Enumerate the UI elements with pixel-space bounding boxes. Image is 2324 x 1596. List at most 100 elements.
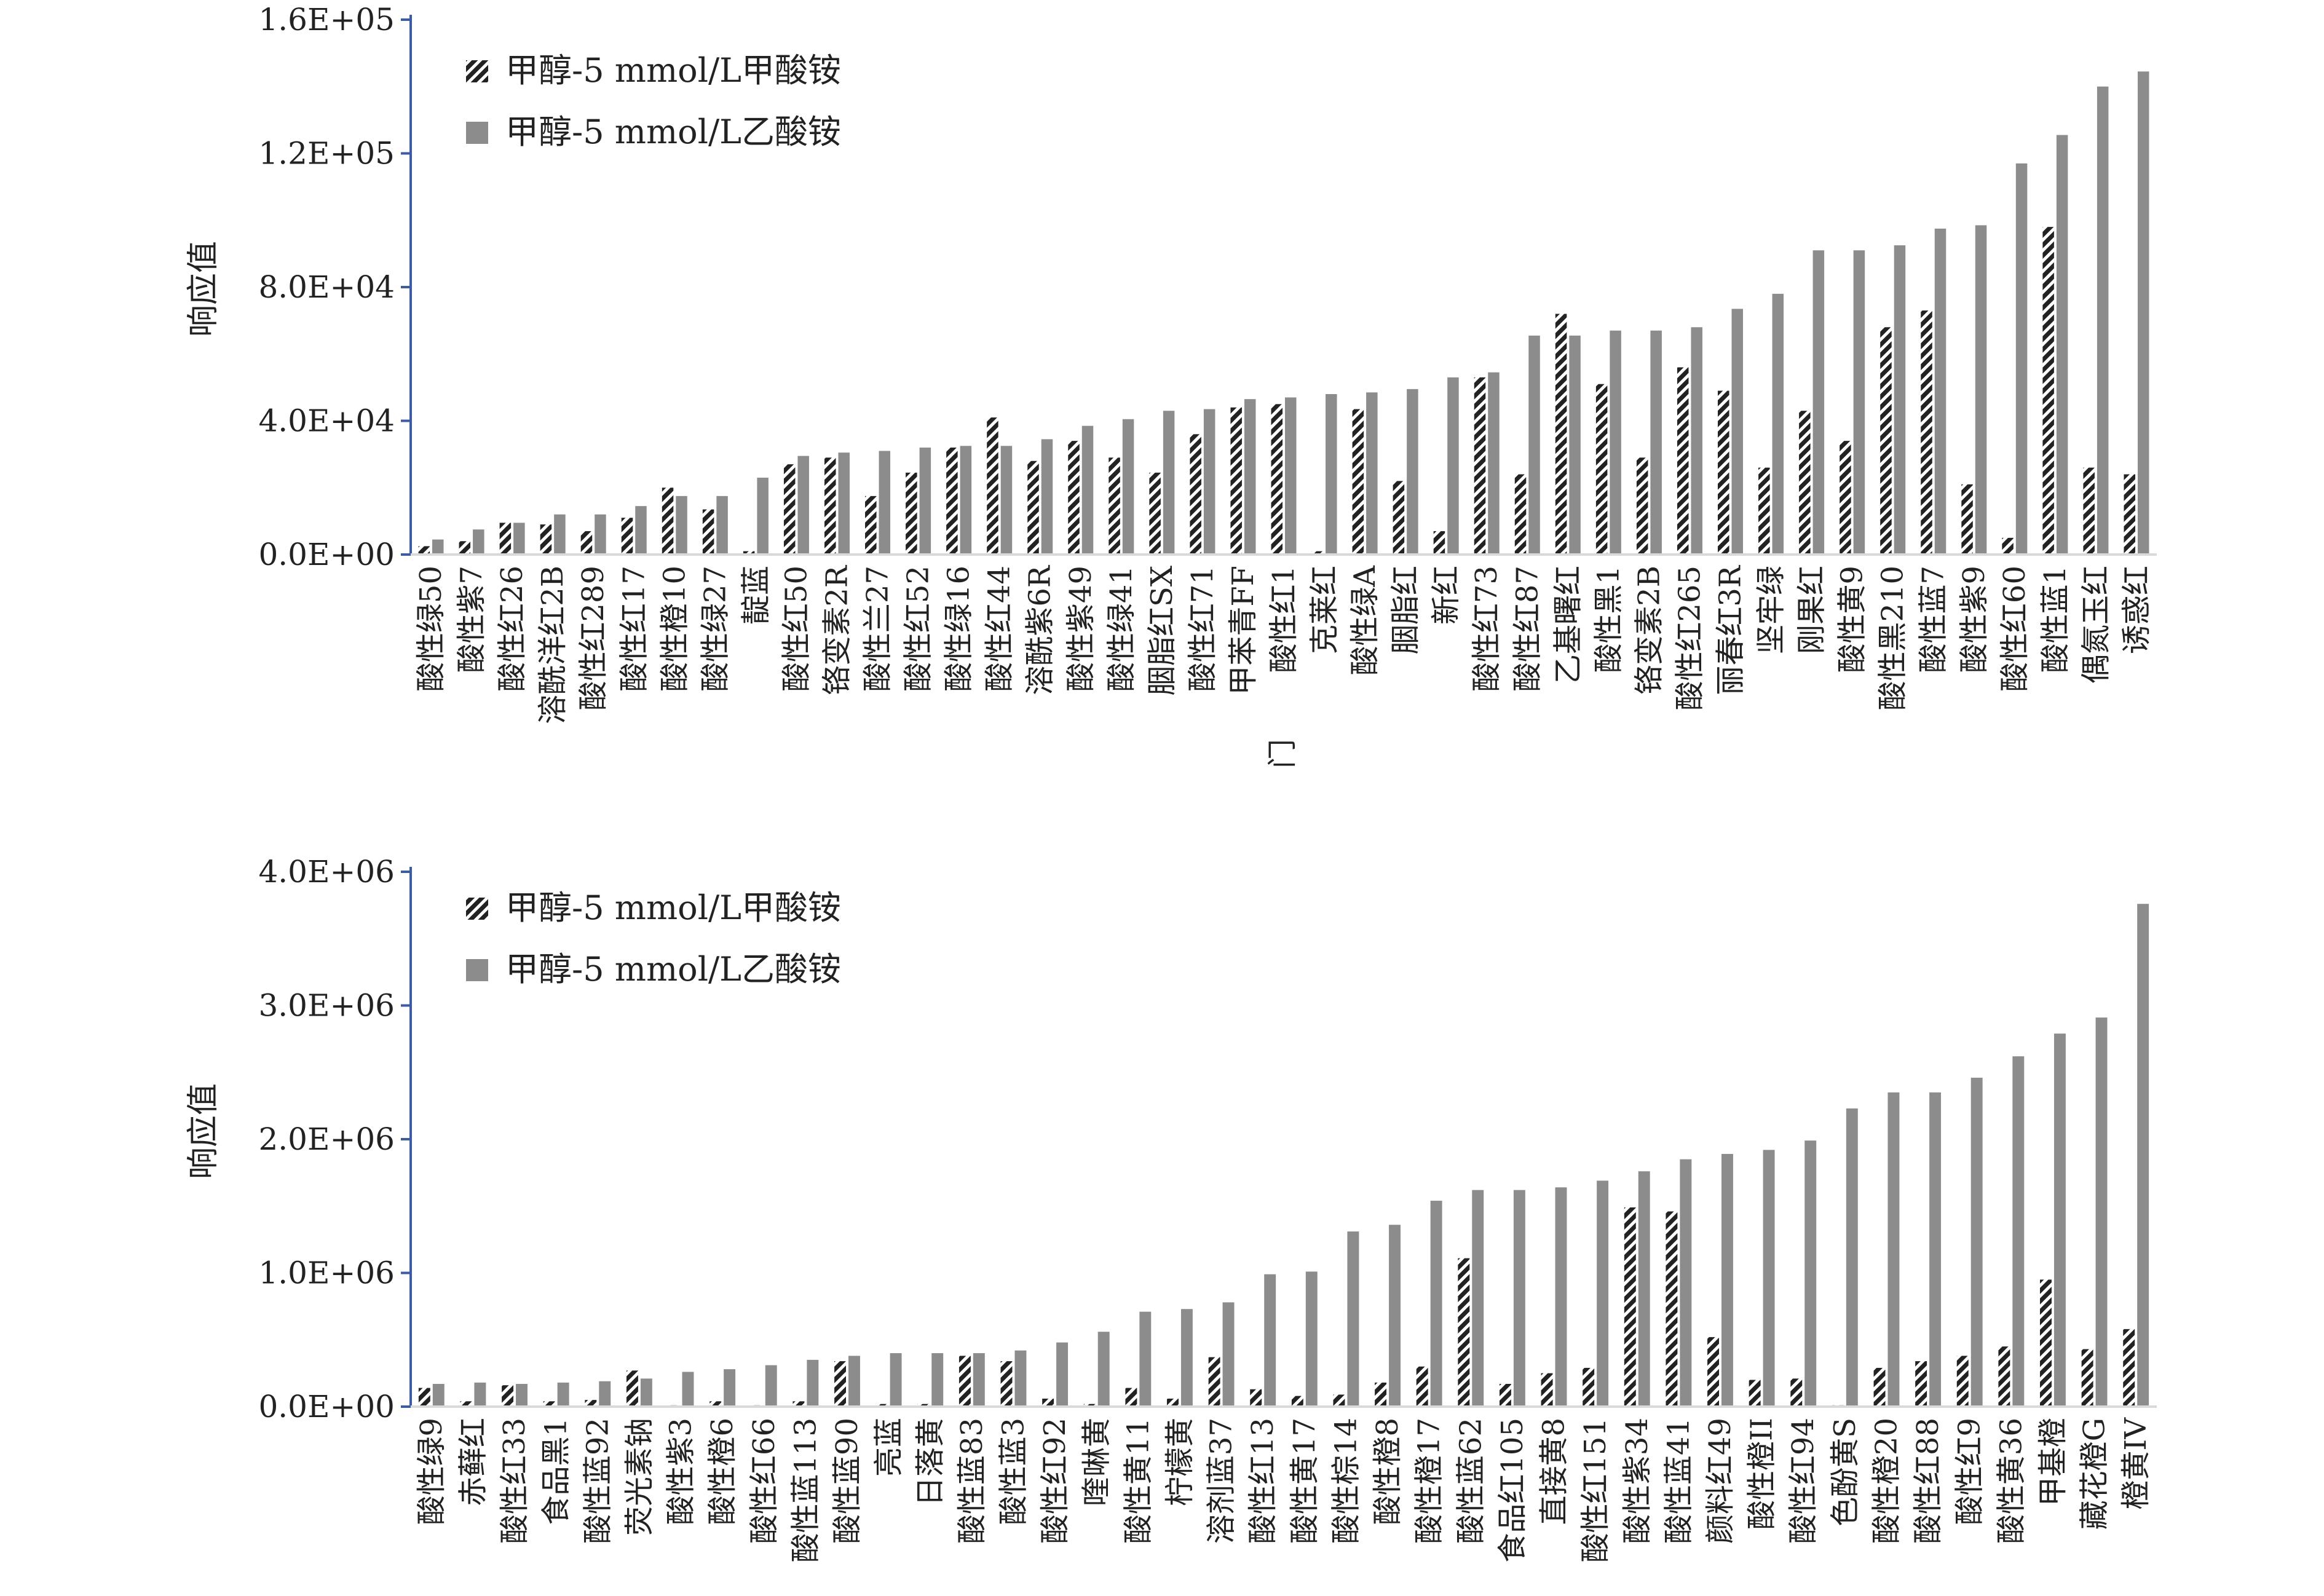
bar-acetate <box>1929 1092 1942 1407</box>
x-tick-label: 偶氮玉红 <box>2079 566 2113 684</box>
bar-acetate <box>432 1384 445 1407</box>
bar-formate <box>580 531 593 555</box>
bar-formate <box>2081 1349 2093 1407</box>
y-tick-label: 4.0E+06 <box>258 854 395 890</box>
bar-acetate <box>1305 1271 1318 1407</box>
bar-acetate <box>765 1365 777 1407</box>
bar-acetate <box>2015 163 2028 555</box>
bar-acetate <box>635 506 647 555</box>
bar-acetate <box>1163 411 1175 555</box>
x-tick-label: 酸性红71 <box>1185 566 1220 692</box>
bar-formate <box>418 546 430 555</box>
bar-acetate <box>1853 250 1865 555</box>
chart-bottom: 0.0E+00 1.0E+06 2.0E+06 3.0E+06 4.0E+06 酸性绿9… <box>185 854 2157 1563</box>
x-tick-label: 克莱红 <box>1307 566 1342 654</box>
legend: 甲醇-5 mmol/L甲酸铵 甲醇-5 mmol/L乙酸铵 <box>466 51 841 151</box>
bar-acetate <box>838 452 850 555</box>
bar-formate <box>946 448 958 555</box>
bar-acetate <box>848 1356 860 1407</box>
x-tick-label: 甲苯青FF <box>1226 566 1260 695</box>
bar-formate <box>2123 1329 2135 1407</box>
x-tick-label: 酸性红52 <box>901 566 936 692</box>
legend-label-acetate: 甲醇-5 mmol/L乙酸铵 <box>505 950 841 989</box>
bar-acetate <box>1488 372 1500 555</box>
bar-acetate <box>1772 293 1784 555</box>
bar-acetate <box>1691 327 1702 555</box>
bar-formate <box>917 1404 930 1407</box>
x-tick-label: 酸性红265 <box>1672 566 1707 711</box>
bar-formate <box>743 551 755 555</box>
bar-formate <box>1109 457 1120 555</box>
bar-acetate <box>676 496 687 555</box>
bar-formate <box>1149 472 1161 555</box>
bar-formate <box>1749 1380 1761 1407</box>
bar-acetate <box>724 1369 736 1407</box>
bar-formate <box>1375 1382 1387 1407</box>
x-tick-label: 酸性红44 <box>982 566 1017 692</box>
x-tick-label: 亮蓝 <box>872 1418 906 1477</box>
bar-acetate <box>2095 1017 2108 1407</box>
bar-formate <box>1666 1211 1678 1407</box>
bar-acetate <box>1513 1190 1525 1407</box>
bar-formate <box>2124 474 2135 555</box>
bar-acetate <box>1264 1274 1276 1407</box>
bar-acetate <box>1430 1201 1442 1407</box>
bar-formate <box>1998 1346 2010 1407</box>
y-axis: 0.0E+00 4.0E+04 8.0E+04 1.2E+05 1.6E+05 <box>258 2 412 572</box>
bar-acetate <box>1970 1077 1983 1407</box>
x-tick-label: 酸性橙6 <box>705 1418 740 1525</box>
x-tick-label: 甲基橙 <box>2036 1418 2070 1506</box>
y-axis-label: 响应值 <box>185 241 222 337</box>
x-tick-label: 颜料红49 <box>1703 1418 1737 1544</box>
bar-acetate <box>1244 399 1256 555</box>
x-tick-label: 铬变素2R <box>820 564 854 695</box>
bar-acetate <box>1014 1350 1027 1407</box>
bar-formate <box>709 1401 722 1407</box>
bar-formate <box>1961 484 1973 555</box>
bar-acetate <box>554 514 566 555</box>
bar-formate <box>1271 404 1283 555</box>
bar-acetate <box>2053 1033 2066 1407</box>
bar-formate <box>906 472 917 555</box>
chart-top: 0.0E+00 4.0E+04 8.0E+04 1.2E+05 1.6E+05 酸性绿5… <box>185 2 2157 768</box>
bar-acetate <box>513 523 525 555</box>
bar-formate <box>1393 481 1405 555</box>
x-tick-label: 酸性橙II <box>1745 1418 1779 1530</box>
bar-acetate <box>807 1359 819 1407</box>
bar-formate <box>1555 314 1567 555</box>
x-tick-label: 酸性黄36 <box>1994 1418 2028 1544</box>
x-tick-label: 酸性红88 <box>1911 1418 1945 1544</box>
bar-acetate <box>890 1353 902 1407</box>
bar-acetate <box>2137 71 2149 555</box>
x-tick-label: 刚果红 <box>1795 566 1829 654</box>
x-tick-label: 酸性绿16 <box>942 566 976 692</box>
bar-formate <box>783 464 796 555</box>
bar-formate <box>2002 537 2014 555</box>
x-tick-label: 酸性蓝83 <box>955 1418 989 1544</box>
bar-formate <box>1624 1207 1636 1407</box>
x-tick-label: 诱惑红 <box>2119 566 2154 654</box>
bar-acetate <box>1528 335 1540 555</box>
bar-acetate <box>1347 1231 1359 1407</box>
x-axis: 酸性绿9 赤藓红 酸性红33 食品黑1 酸性蓝92 荧光素钠 酸性紫3 酸性橙6 酸性红66 酸性… <box>411 1405 2157 1563</box>
x-tick-label: 荧光素钠 <box>622 1418 657 1536</box>
x-tick-label: 日落黄 <box>913 1418 947 1506</box>
bar-formate <box>1230 407 1242 555</box>
x-tick-label: 酸性紫34 <box>1620 1418 1654 1544</box>
bar-acetate <box>1407 389 1418 555</box>
bar-acetate <box>1000 446 1013 555</box>
bar-acetate <box>1846 1108 1858 1407</box>
x-tick-label: 酸性紫7 <box>454 566 489 673</box>
bar-formate <box>1125 1388 1137 1407</box>
x-tick-label: 酸性橙10 <box>657 566 692 692</box>
bar-formate <box>834 1361 846 1407</box>
bar-formate <box>1921 310 1932 555</box>
x-tick-label: 乙基曙红 <box>1551 566 1585 684</box>
x-tick-label: 酸性橙8 <box>1370 1418 1405 1525</box>
x-tick-label: 酸性橙20 <box>1869 1418 1903 1544</box>
bar-formate <box>865 496 877 555</box>
x-tick-label: 溶酰洋红2B <box>536 566 570 724</box>
x-tick-label: 酸性兰27 <box>861 566 895 692</box>
x-tick-label: 胭脂红 <box>1388 566 1423 654</box>
x-tick-label: 酸性红94 <box>1786 1418 1820 1544</box>
